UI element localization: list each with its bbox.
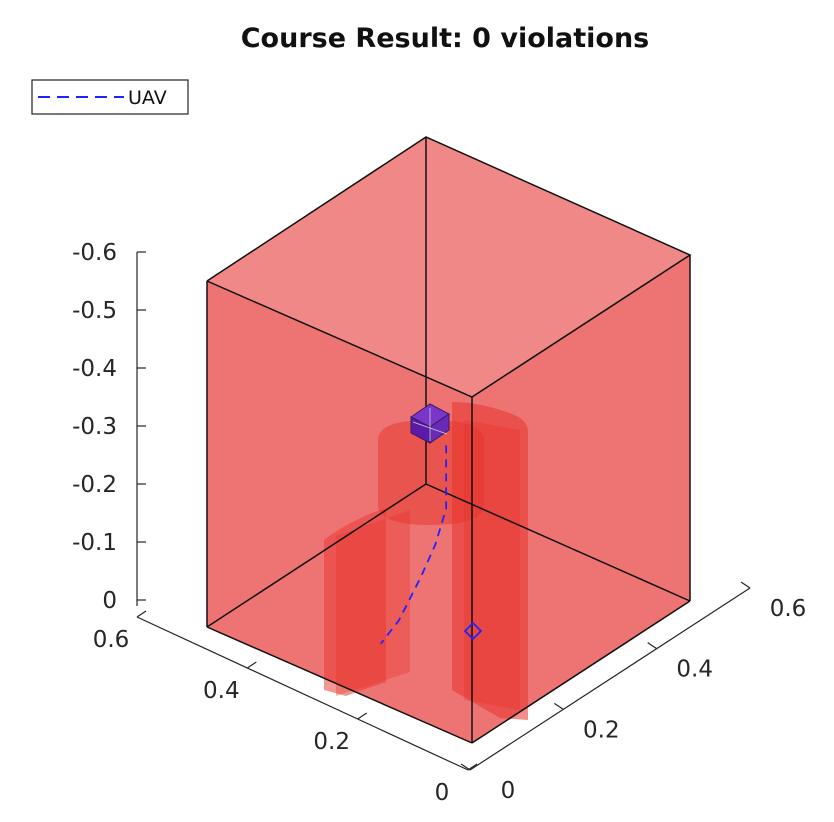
x-tick-mark — [136, 610, 147, 618]
uav-start-cube — [410, 403, 450, 444]
z-tick-label: -0.6 — [72, 240, 117, 266]
x-tick-label: 0 — [435, 780, 450, 806]
x-tick-mark — [247, 661, 257, 669]
edge-back-right — [425, 483, 691, 602]
obstacle-column-right — [452, 402, 528, 720]
z-tick-label: -0.3 — [72, 414, 117, 440]
x-tick-label: 0.2 — [313, 729, 350, 755]
edge-bottom-right — [471, 600, 691, 744]
chart-title: Course Result: 0 violations — [241, 23, 650, 54]
x-tick-mark — [357, 712, 367, 720]
uav-end-marker — [463, 621, 483, 641]
y-tick-mark — [647, 642, 657, 650]
x-tick-label: 0.6 — [93, 627, 130, 653]
obstacle-column-right-face — [464, 420, 520, 710]
x-axis-line — [136, 616, 469, 771]
box-edges — [206, 136, 692, 744]
obstacle-column-left — [324, 508, 386, 696]
y-tick-label: 0.4 — [676, 657, 713, 683]
uav-series — [380, 403, 483, 645]
z-tick-label: -0.5 — [72, 298, 117, 324]
y-tick-label: 0 — [501, 778, 516, 804]
y-tick-mark — [460, 763, 471, 771]
z-axis-ticks: 0 -0.1 -0.2 -0.3 -0.4 -0.5 -0.6 — [72, 240, 146, 614]
uav-path — [380, 445, 448, 645]
y-tick-label: 0.6 — [770, 596, 807, 622]
axes — [136, 252, 751, 771]
y-axis-ticks: 0 0.2 0.4 0.6 — [460, 581, 807, 804]
z-tick-label: -0.1 — [72, 530, 117, 556]
y-tick-label: 0.2 — [583, 717, 620, 743]
z-tick-label: -0.4 — [72, 356, 117, 382]
y-tick-mark — [554, 702, 564, 710]
x-tick-label: 0.4 — [203, 678, 240, 704]
y-tick-mark — [740, 581, 751, 589]
obstacle-column-left-face — [336, 510, 410, 696]
x-axis-ticks: 0 0.2 0.4 0.6 — [93, 610, 478, 806]
y-axis-line — [469, 587, 751, 771]
box-face-left — [207, 281, 472, 743]
edge-bottom-left — [206, 626, 473, 744]
z-tick-label: -0.2 — [72, 472, 117, 498]
legend: UAV — [31, 79, 189, 115]
edge-back-left — [206, 483, 427, 628]
z-tick-label: 0 — [102, 588, 117, 614]
legend-uav-label: UAV — [128, 87, 167, 109]
